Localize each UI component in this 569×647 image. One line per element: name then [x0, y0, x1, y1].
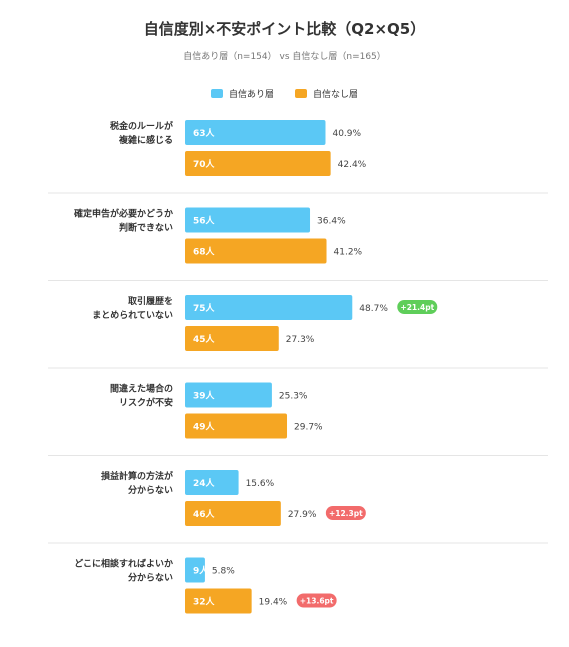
category-label: 税金のルールが: [110, 120, 174, 132]
bar-value-label: 15.6%: [246, 479, 275, 489]
category-label: 損益計算の方法が: [101, 470, 174, 482]
bar-count-label: 45人: [193, 333, 216, 345]
bar-count-label: 63人: [193, 127, 216, 139]
bar: [185, 413, 288, 439]
bar-count-label: 70人: [193, 158, 216, 170]
category-label: 複雑に感じる: [118, 134, 173, 146]
bar-count-label: 39人: [193, 390, 216, 402]
diff-badge-label: +12.3pt: [329, 509, 363, 518]
bar-count-label: 32人: [193, 596, 216, 608]
category-label: 間違えた場合の: [110, 383, 173, 395]
category-label: 分からない: [128, 484, 173, 496]
bar-value-label: 19.4%: [259, 598, 288, 608]
diff-badge-label: +13.6pt: [300, 597, 334, 606]
bar: [185, 470, 239, 495]
bar: [185, 557, 205, 583]
bar-value-label: 25.3%: [279, 392, 308, 402]
diff-badge: [397, 300, 438, 314]
diff-badge-label: +21.4pt: [400, 303, 434, 312]
category-label: 取引履歴を: [128, 295, 173, 307]
bar-value-label: 48.7%: [359, 304, 388, 314]
legend-label-unconfident: 自信なし層: [312, 90, 358, 100]
bar-count-label: 68人: [193, 246, 216, 258]
bar-value-label: 36.4%: [317, 217, 346, 227]
bar-count-label: 46人: [193, 508, 216, 520]
category-label: 判断できない: [119, 222, 173, 234]
legend-swatch-confident: [211, 89, 224, 98]
bar-value-label: 27.3%: [286, 335, 315, 345]
bar: [185, 326, 279, 351]
bar-value-label: 5.8%: [212, 567, 235, 577]
bar: [185, 120, 326, 145]
legend-label-confident: 自信あり層: [229, 90, 275, 100]
bar-value-label: 27.9%: [288, 510, 317, 520]
diff-badge: [325, 506, 366, 520]
legend: 自信あり層 自信なし層: [0, 87, 569, 100]
bar-count-label: 9人: [193, 565, 209, 577]
category-label: まとめられていない: [92, 310, 173, 321]
bar: [185, 238, 327, 264]
bar: [185, 151, 331, 176]
bar: [185, 588, 252, 614]
category-label: リスクが不安: [119, 397, 173, 409]
bar: [185, 207, 311, 233]
category-label: どこに相談すればよいか: [74, 558, 173, 570]
bar-value-label: 41.2%: [334, 248, 363, 258]
category-label: 分からない: [128, 572, 173, 584]
diff-badge: [296, 593, 337, 608]
bar-count-label: 24人: [193, 477, 216, 489]
bar-count-label: 56人: [193, 215, 216, 227]
chart-title: 自信度別×不安ポイント比較（Q2×Q5）: [143, 20, 426, 38]
legend-item-confident: 自信あり層: [211, 87, 274, 100]
legend-item-unconfident: 自信なし層: [294, 87, 358, 100]
bar: [185, 501, 281, 526]
bar-count-label: 75人: [193, 302, 216, 314]
bar-value-label: 29.7%: [294, 423, 323, 433]
bar: [185, 382, 272, 408]
category-label: 確定申告が必要かどうか: [74, 208, 173, 220]
bar-value-label: 42.4%: [338, 160, 367, 170]
chart-subtitle: 自信あり層（n=154） vs 自信なし層（n=165）: [183, 52, 386, 62]
bar: [185, 295, 353, 320]
bar-count-label: 49人: [193, 421, 216, 433]
bar-value-label: 40.9%: [332, 129, 361, 139]
legend-swatch-unconfident: [294, 89, 307, 98]
